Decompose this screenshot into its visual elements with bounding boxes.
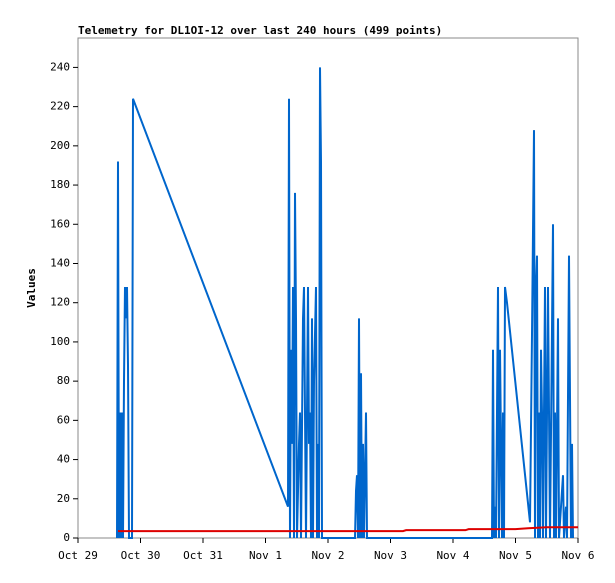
y-tick-label: 120: [50, 296, 70, 309]
y-tick-label: 160: [50, 217, 70, 230]
y-tick-label: 80: [57, 374, 70, 387]
x-tick-label: Nov 1: [249, 549, 282, 562]
y-tick-label: 200: [50, 139, 70, 152]
y-tick-label: 180: [50, 178, 70, 191]
y-tick-label: 20: [57, 492, 70, 505]
series-line: [118, 526, 578, 533]
y-tick-label: 60: [57, 413, 70, 426]
x-tick-label: Oct 29: [58, 549, 98, 562]
y-tick-label: 100: [50, 335, 70, 348]
x-tick-label: Nov 3: [374, 549, 407, 562]
x-tick-label: Oct 30: [121, 549, 161, 562]
y-tick-label: 240: [50, 60, 70, 73]
x-tick-label: Nov 4: [436, 549, 469, 562]
x-tick-label: Nov 6: [561, 549, 594, 562]
y-axis-label: Values: [25, 268, 38, 308]
y-tick-label: 140: [50, 256, 70, 269]
y-tick-label: 0: [63, 531, 70, 544]
plot-frame: [77, 37, 579, 539]
x-tick-label: Nov 2: [311, 549, 344, 562]
chart-title: Telemetry for DL1OI-12 over last 240 hou…: [78, 24, 442, 37]
series-line: [116, 67, 574, 539]
y-tick-label: 220: [50, 100, 70, 113]
x-tick-label: Nov 5: [499, 549, 532, 562]
y-tick-label: 40: [57, 453, 70, 466]
x-tick-label: Oct 31: [183, 549, 223, 562]
